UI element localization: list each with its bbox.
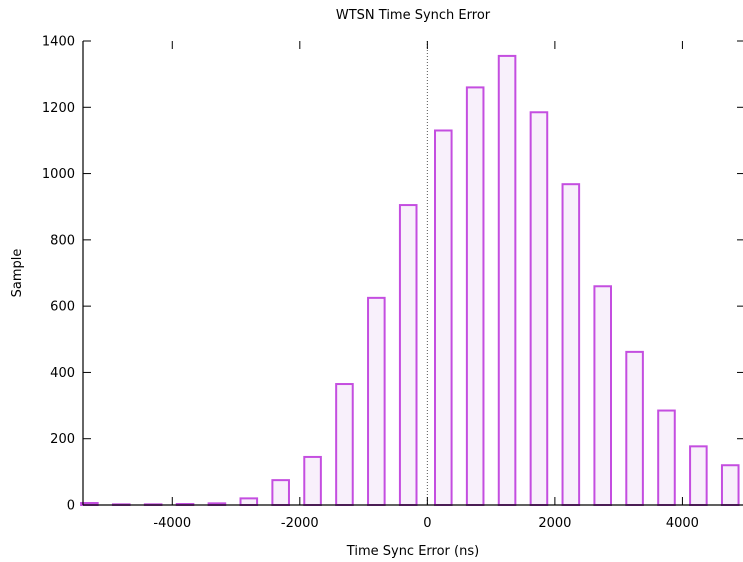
histogram-bar-18 [625, 350, 644, 506]
histogram-bar-13 [465, 86, 485, 507]
histogram-bar-20 [689, 445, 708, 506]
y-tick-label-400: 400 [50, 366, 75, 381]
bars-layer [80, 54, 740, 507]
y-tick-label-1200: 1200 [42, 101, 75, 116]
x-tick-label-0: 0 [423, 516, 431, 531]
tick-labels-layer: 0 200 400 600 800 1000 1200 1400 -4000 -2000 0 2000… [42, 35, 699, 532]
histogram-bar-7 [271, 479, 290, 507]
histogram-bar-12 [434, 129, 453, 507]
y-axis-label: Sample [10, 249, 25, 298]
x-tick-label--4000: -4000 [153, 516, 191, 531]
y-tick-label-200: 200 [50, 432, 75, 447]
y-tick-label-800: 800 [50, 233, 75, 248]
axes-layer [82, 41, 743, 506]
histogram-bar-17 [593, 285, 612, 507]
histogram-bar-16 [561, 183, 581, 506]
histogram-bar-9 [335, 383, 354, 506]
histogram-bar-11 [398, 204, 418, 506]
histogram-bar-10 [367, 296, 386, 506]
y-tick-label-1000: 1000 [42, 167, 75, 182]
histogram-bar-15 [529, 111, 549, 506]
chart-title: WTSN Time Synch Error [336, 8, 491, 23]
histogram-bar-14 [497, 54, 517, 506]
x-tick-label-2000: 2000 [538, 516, 571, 531]
histogram-bar-19 [657, 409, 676, 507]
histogram-bar-8 [303, 455, 322, 507]
y-tick-label-0: 0 [67, 499, 75, 514]
y-tick-label-600: 600 [50, 300, 75, 315]
y-tick-label-1400: 1400 [42, 35, 75, 50]
ticks-layer [83, 40, 743, 506]
x-tick-label-4000: 4000 [666, 516, 699, 531]
x-tick-label--2000: -2000 [281, 516, 319, 531]
histogram-bar-21 [720, 464, 740, 507]
x-axis-label: Time Sync Error (ns) [346, 544, 479, 559]
histogram-bar-6 [239, 497, 259, 506]
